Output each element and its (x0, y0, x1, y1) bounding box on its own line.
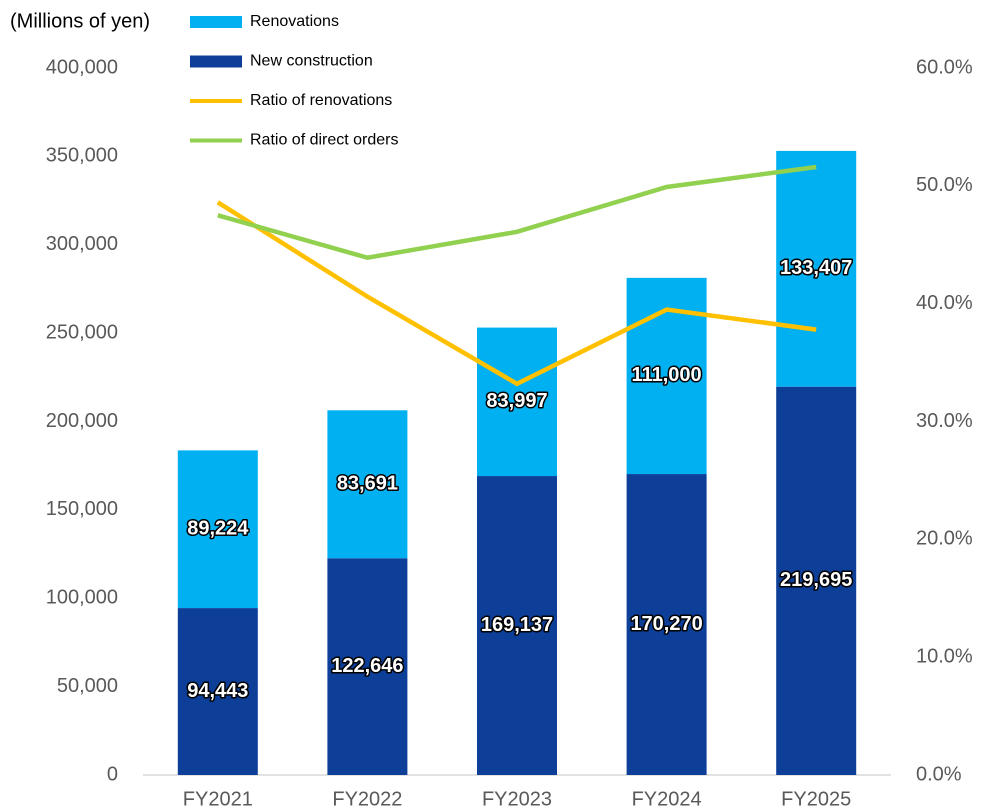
legend-swatch (190, 16, 242, 28)
x-tick-label: FY2021 (183, 788, 253, 810)
bar (776, 150, 857, 387)
y-axis-label: (Millions of yen) (10, 10, 150, 32)
bar (327, 558, 408, 775)
bar (477, 476, 557, 775)
x-tick-label: FY2023 (482, 788, 552, 810)
y2-tick-label: 50.0% (916, 174, 973, 196)
data-label: 170,270 (630, 613, 702, 635)
data-label: 219,695 (780, 569, 852, 591)
data-label: 83,691 (337, 473, 398, 495)
y2-tick-label: 20.0% (916, 528, 973, 550)
data-label: 83,997 (486, 390, 547, 412)
y2-tick-label: 40.0% (916, 292, 973, 314)
bar (177, 450, 258, 609)
y2-tick-label: 0.0% (916, 763, 962, 785)
y-tick-label: 400,000 (46, 56, 118, 78)
data-label: 169,137 (481, 614, 553, 636)
line (216, 200, 817, 387)
y-tick-label: 100,000 (46, 587, 118, 609)
data-label: 133,407 (780, 257, 852, 279)
data-label: 111,000 (632, 364, 702, 386)
y2-tick-label: 10.0% (916, 645, 973, 667)
data-label: 122,646 (331, 655, 403, 677)
y-tick-label: 250,000 (46, 321, 118, 343)
x-tick-label: FY2022 (332, 788, 402, 810)
y2-tick-label: 30.0% (916, 410, 973, 432)
y-tick-label: 350,000 (46, 145, 118, 167)
y-tick-label: 200,000 (46, 410, 118, 432)
legend-swatch (190, 55, 242, 68)
bar (477, 327, 557, 477)
x-tick-label: FY2024 (632, 788, 702, 810)
bar (776, 386, 857, 775)
data-label: 94,443 (187, 680, 248, 702)
legend-label: Renovations (250, 13, 339, 30)
y-tick-label: 50,000 (57, 675, 118, 697)
data-label: 89,224 (187, 518, 249, 540)
x-tick-label: FY2025 (781, 788, 851, 810)
bar (177, 608, 258, 775)
line (217, 164, 817, 261)
legend-label: New construction (250, 53, 373, 70)
y2-tick-label: 60.0% (916, 56, 973, 78)
y-tick-label: 0 (107, 763, 118, 785)
legend-label: Ratio of direct orders (250, 132, 399, 149)
bar (626, 474, 707, 775)
legend-label: Ratio of renovations (250, 92, 392, 109)
y-tick-label: 300,000 (46, 233, 118, 255)
y-tick-label: 150,000 (46, 498, 118, 520)
bar (327, 410, 408, 559)
